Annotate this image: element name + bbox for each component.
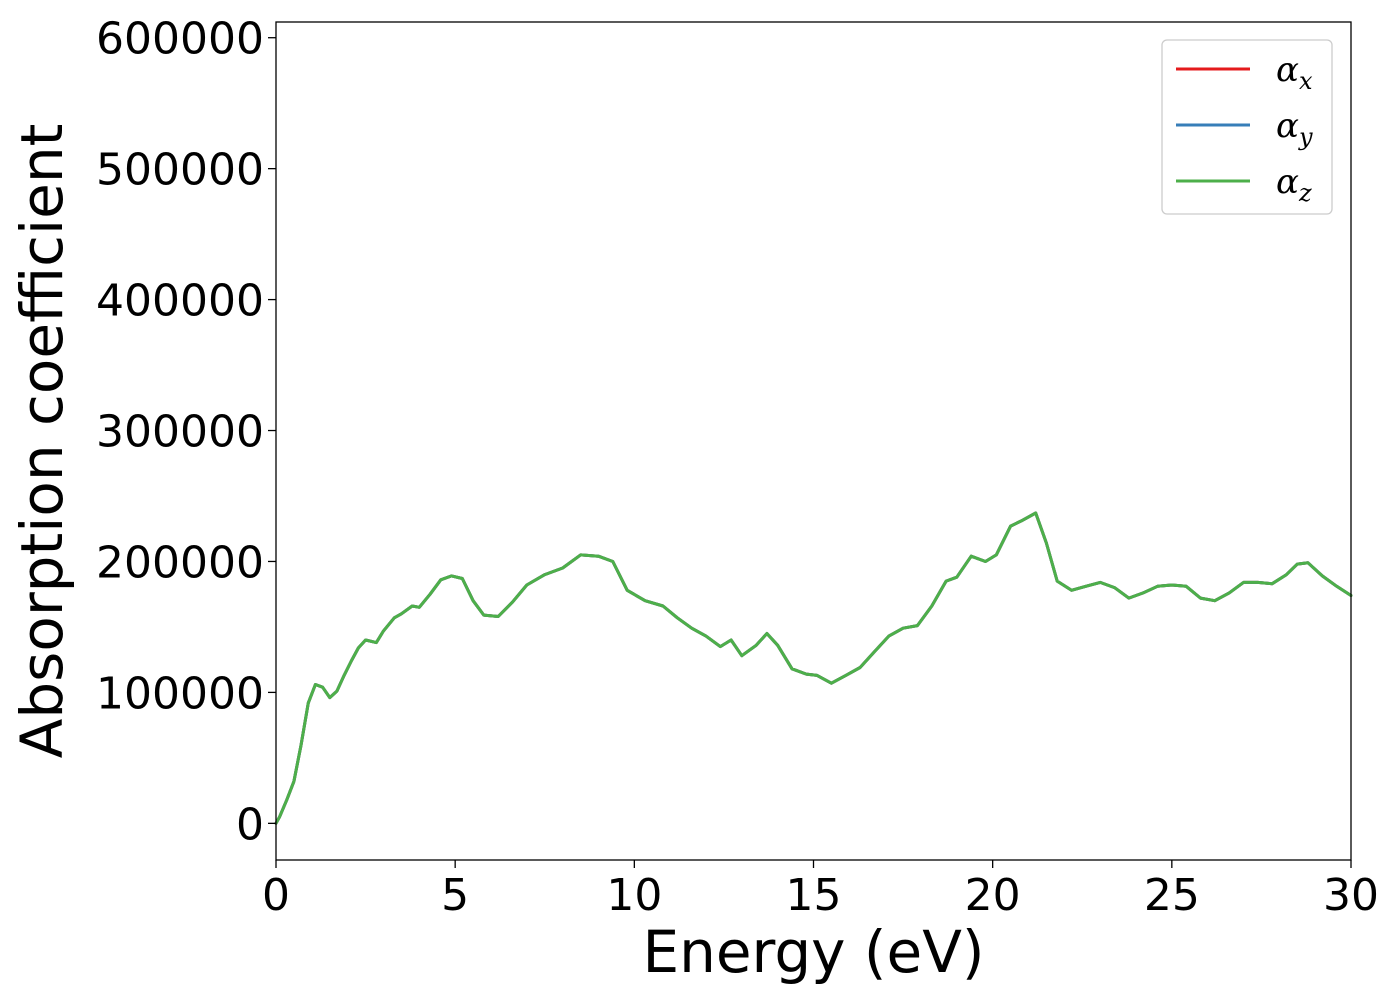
legend-entry-x: αx [1276,50,1313,95]
ticks-layer: 0 5 10 15 20 25 30 0 100000 200000 300000 400000 500… [96,14,1379,921]
y-tick-label: 0 [236,799,264,850]
x-tick-label: 10 [606,870,662,921]
y-axis-label: Absorption coefficient [8,124,76,759]
legend-entry-y: αy [1276,106,1313,151]
legend-subscript: y [1298,123,1313,151]
legend-box [1161,39,1333,215]
legend-symbol: α [1276,106,1299,146]
legend-symbol: α [1276,50,1299,90]
series-line-z [274,511,1353,825]
legend-subscript: x [1299,67,1313,95]
x-tick-label: 0 [262,870,290,921]
y-tick-label: 100000 [96,668,264,719]
x-tick-label: 5 [441,870,469,921]
y-tick-label: 300000 [96,407,264,458]
x-tick-label: 15 [786,870,842,921]
x-axis-label: Energy (eV) [642,918,984,986]
legend-symbol: α [1276,162,1299,202]
x-tick-label: 20 [965,870,1021,921]
series-layer [274,511,1353,825]
y-tick-label: 500000 [96,145,264,196]
y-tick-label: 400000 [96,276,264,327]
legend-entry-z: αz [1276,162,1312,207]
y-tick-label: 600000 [96,14,264,65]
y-tick-label: 200000 [96,537,264,588]
legend-subscript: z [1298,179,1312,207]
x-tick-label: 25 [1144,870,1200,921]
x-tick-label: 30 [1323,870,1379,921]
